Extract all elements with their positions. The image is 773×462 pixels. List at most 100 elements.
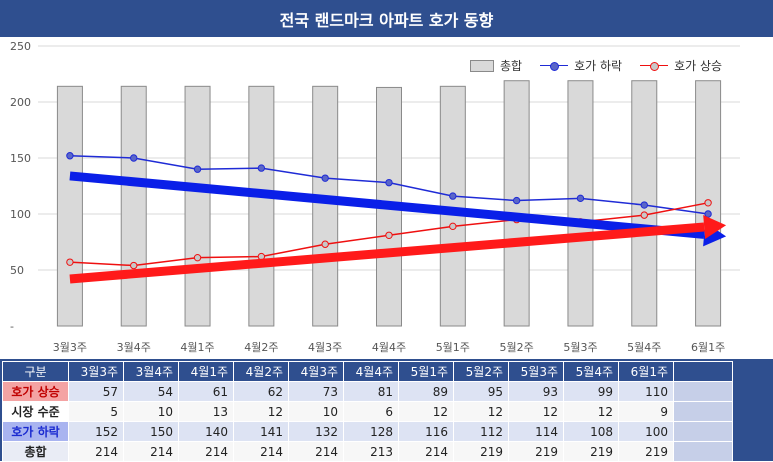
series-up-point <box>704 199 712 207</box>
row-label-total: 총합 <box>2 441 69 462</box>
table-header-cell: 4월1주 <box>178 361 234 382</box>
legend-swatch-total <box>470 59 494 72</box>
series-up-point <box>193 253 202 262</box>
y-tick-label: 150 <box>10 152 31 165</box>
table-cell: 150 <box>123 421 179 442</box>
table-cell: 219 <box>453 441 509 462</box>
table-cell: 141 <box>233 421 289 442</box>
series-down-point <box>449 192 457 200</box>
bar <box>248 85 275 327</box>
x-tick-label: 4월4주 <box>372 341 406 354</box>
table-header-cell: 5월4주 <box>563 361 619 382</box>
legend-label-total: 총합 <box>500 59 523 73</box>
series-up-point <box>385 231 393 239</box>
row-label-market: 시장 수준 <box>2 401 69 422</box>
y-tick-label: 200 <box>10 96 31 109</box>
series-down-point <box>512 196 521 205</box>
table-cell: 140 <box>178 421 234 442</box>
table-cell: 57 <box>68 381 124 402</box>
table-cell: 214 <box>178 441 234 462</box>
series-down-point <box>257 164 266 172</box>
x-tick-label: 4월1주 <box>180 341 214 354</box>
table-cell: 100 <box>618 421 674 442</box>
legend: 총합 호가 하락 호가 상승 <box>470 57 722 74</box>
table-cell: 108 <box>563 421 619 442</box>
trend-arrow-up-shaft <box>69 222 705 284</box>
series-down-point <box>576 194 585 203</box>
row-label-up: 호가 상승 <box>2 381 69 402</box>
series-down-point <box>640 201 648 209</box>
x-tick-label: 3월4주 <box>117 341 151 354</box>
table-cell: 54 <box>123 381 179 402</box>
table-cell: 12 <box>508 401 564 422</box>
legend-label-down: 호가 하락 <box>574 59 623 73</box>
legend-swatch-down <box>540 61 569 71</box>
table-cell: 12 <box>398 401 454 422</box>
table-cell: 12 <box>453 401 509 422</box>
table-cell: 214 <box>233 441 289 462</box>
series-up-point <box>130 261 138 270</box>
table-cell: 9 <box>618 401 674 422</box>
series-up-point <box>449 222 457 231</box>
legend-item-up: 호가 상승 <box>640 57 722 74</box>
table-cell: 12 <box>563 401 619 422</box>
trend-arrow-down-shaft <box>69 171 705 239</box>
legend-swatch-up <box>640 61 669 71</box>
table-header-cell: 4월3주 <box>288 361 344 382</box>
x-tick-label: 5월1주 <box>436 341 470 354</box>
table-cell: 110 <box>618 381 674 402</box>
table-header-label: 구분 <box>2 361 69 382</box>
table-cell: 62 <box>233 381 289 402</box>
table-cell: 128 <box>343 421 399 442</box>
chart-title: 전국 랜드마크 아파트 호가 동향 <box>0 0 773 37</box>
table-cell: 214 <box>123 441 179 462</box>
table-header-row: 구분 3월3주 3월4주 4월1주 4월2주 4월3주 4월4주 5월1주 5월… <box>2 361 733 382</box>
table-cell: 214 <box>288 441 344 462</box>
table-row-down: 호가 하락 152 150 140 141 132 128 116 112 11… <box>2 421 733 442</box>
table-cell: 73 <box>288 381 344 402</box>
bar <box>184 85 211 327</box>
table-cell: 12 <box>233 401 289 422</box>
bar <box>312 85 339 327</box>
y-tick-label: - <box>10 320 14 333</box>
table-cell: 214 <box>68 441 124 462</box>
table-header-cell: 5월1주 <box>398 361 454 382</box>
table-row-total: 총합 214 214 214 214 214 213 214 219 219 2… <box>2 441 733 462</box>
table-pad-cell <box>673 401 733 422</box>
legend-item-total: 총합 <box>470 57 522 74</box>
table-cell: 116 <box>398 421 454 442</box>
table-row-market: 시장 수준 5 10 13 12 10 6 12 12 12 12 9 <box>2 401 733 422</box>
table-pad-cell <box>673 441 733 462</box>
table-cell: 89 <box>398 381 454 402</box>
series-down-point <box>193 165 202 173</box>
y-tick-label: 50 <box>10 264 24 277</box>
series-down-point <box>130 154 138 162</box>
table-header-cell: 5월3주 <box>508 361 564 382</box>
data-table-container: 구분 3월3주 3월4주 4월1주 4월2주 4월3주 4월4주 5월1주 5월… <box>0 359 773 462</box>
table-cell: 6 <box>343 401 399 422</box>
x-tick-label: 5월3주 <box>563 341 597 354</box>
x-tick-label: 5월2주 <box>500 341 534 354</box>
table-header-cell: 4월4주 <box>343 361 399 382</box>
legend-label-up: 호가 상승 <box>674 59 723 73</box>
series-up-point <box>321 240 329 248</box>
table-cell: 95 <box>453 381 509 402</box>
x-tick-label: 4월2주 <box>244 341 278 354</box>
series-down-point <box>66 152 74 160</box>
series-down-point <box>704 210 712 218</box>
x-tick-label: 3월3주 <box>53 341 87 354</box>
table-cell: 132 <box>288 421 344 442</box>
table-header-cell: 5월2주 <box>453 361 509 382</box>
table-cell: 10 <box>123 401 179 422</box>
table-header-cell: 3월4주 <box>123 361 179 382</box>
x-tick-label: 5월4주 <box>627 341 661 354</box>
bar <box>120 85 147 327</box>
series-up-point <box>640 211 648 219</box>
table-cell: 213 <box>343 441 399 462</box>
trend-arrow-up-head <box>703 215 727 239</box>
series-down-point <box>321 174 329 182</box>
y-tick-label: 100 <box>10 208 31 221</box>
x-tick-label: 4월3주 <box>308 341 342 354</box>
table-cell: 219 <box>508 441 564 462</box>
x-tick-label: 6월1주 <box>691 341 725 354</box>
